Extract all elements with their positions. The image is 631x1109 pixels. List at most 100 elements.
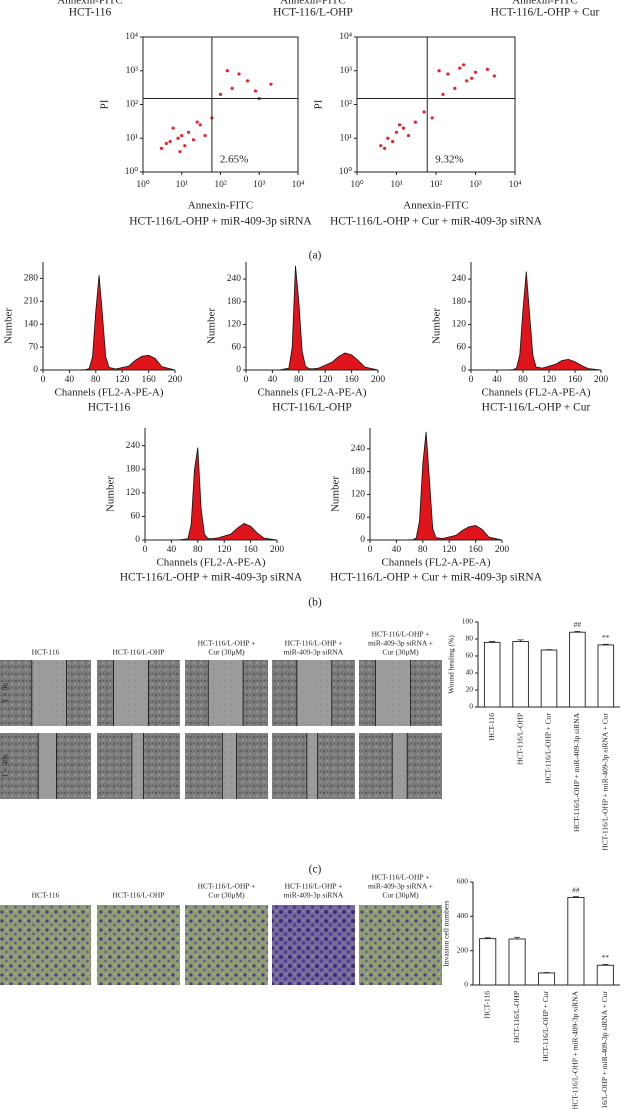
- column-header: HCT-116/L-OHP: [113, 891, 165, 900]
- column-header: Cur (30μM): [208, 891, 245, 900]
- y-tick-label: 0: [469, 702, 473, 711]
- column-header: HCT-116/L-OHP +: [372, 873, 430, 882]
- x-tick-label: 120: [442, 545, 457, 555]
- x-tick-label: 10⁴: [509, 180, 523, 190]
- dot: [198, 123, 202, 127]
- dot: [462, 63, 466, 67]
- y-tick-label: 0: [464, 980, 468, 989]
- x-tick-label: 80: [193, 545, 203, 555]
- x-tick-label: HCT-116/L-OHP + miR-409-3p siRNA: [572, 712, 581, 832]
- x-tick-label: 160: [141, 375, 156, 385]
- bar: [479, 938, 497, 986]
- panel-label: (a): [309, 250, 322, 262]
- y-axis-label: Number: [105, 476, 117, 512]
- y-tick-label: 60: [131, 512, 141, 522]
- x-axis-label: Annexin-FITC: [188, 200, 253, 212]
- wound-gap: [296, 660, 332, 726]
- panel-label: (b): [308, 597, 322, 609]
- error-bar: [517, 639, 524, 642]
- x-tick-label: HCT-116/L-OHP + miR-409-3p siRNA: [571, 990, 580, 1109]
- x-tick-label: 200: [168, 375, 183, 385]
- y-tick-label: 200: [457, 945, 469, 954]
- x-tick-label: 120: [318, 375, 333, 385]
- dot: [441, 92, 445, 96]
- y-axis-label: Number: [206, 308, 218, 344]
- x-tick-label: HCT-116/L-OHP + miR-409-3p siRNA + Cur: [601, 712, 610, 850]
- column-header: miR-409-3p siRNA +: [368, 639, 433, 648]
- wound-gap: [306, 733, 318, 799]
- x-tick-label: 0: [368, 545, 373, 555]
- x-tick-label: 40: [268, 375, 278, 385]
- dot: [422, 110, 426, 114]
- x-axis-label: Annexin-FITC: [280, 0, 345, 7]
- y-tick-label: 240: [227, 274, 242, 284]
- y-tick-label: 60: [457, 342, 467, 352]
- column-header: HCT-116/L-OHP +: [198, 639, 256, 648]
- x-tick-label: 200: [371, 375, 386, 385]
- y-tick-label: 10⁴: [125, 32, 139, 42]
- bar: [597, 644, 615, 708]
- dot: [164, 141, 168, 146]
- dot: [159, 146, 164, 151]
- y-tick-label: 20: [466, 685, 474, 694]
- column-header: Cur (30μM): [382, 648, 419, 657]
- y-tick-label: 240: [126, 441, 141, 451]
- caption: HCT-116/L-OHP + Cur + miR-409-3p siRNA: [330, 572, 543, 584]
- wound-gap: [392, 733, 408, 799]
- wound-gap: [375, 660, 411, 726]
- dot: [485, 67, 489, 71]
- histogram-area: [145, 447, 278, 541]
- significance: **: [602, 953, 610, 962]
- dot: [195, 120, 199, 124]
- histogram-area: [370, 431, 503, 541]
- micrograph: [359, 905, 442, 985]
- plot-frame: [356, 36, 516, 173]
- dot: [458, 66, 462, 70]
- y-tick-label: 60: [466, 651, 474, 660]
- error-bar: [572, 896, 579, 898]
- bar: [508, 938, 526, 986]
- x-tick-label: 10⁰: [136, 179, 150, 190]
- x-tick-label: 40: [492, 375, 502, 385]
- column-header: HCT-116/L-OHP: [113, 648, 165, 657]
- error-bar: [489, 641, 496, 643]
- y-tick-label: 60: [232, 342, 242, 352]
- x-tick-label: 10³: [253, 180, 266, 190]
- x-tick-label: 160: [468, 545, 483, 555]
- annotation: 9.32%: [435, 154, 463, 166]
- panel-label: (c): [309, 864, 322, 876]
- y-axis-label: Invasion cell numbers: [442, 900, 451, 966]
- x-tick-label: 200: [270, 545, 285, 555]
- x-tick-label: HCT-116: [482, 991, 491, 1019]
- column-header: miR-409-3p siRNA: [284, 648, 344, 657]
- dot: [470, 76, 474, 80]
- dot: [203, 133, 207, 138]
- histogram-area: [246, 265, 379, 371]
- y-axis-label: PI: [313, 99, 325, 109]
- dot: [218, 92, 223, 96]
- x-tick-label: HCT-116/L-OHP + Cur: [541, 991, 550, 1062]
- y-tick-label: 400: [457, 911, 469, 920]
- y-tick-label: 180: [452, 297, 467, 307]
- error-bar: [602, 964, 609, 966]
- wound-gap: [131, 733, 144, 799]
- dot: [237, 72, 241, 76]
- y-tick-label: 180: [126, 464, 141, 474]
- histogram-area: [43, 275, 176, 371]
- y-tick-label: 240: [351, 444, 366, 454]
- y-tick-label: 10⁰: [125, 166, 139, 177]
- dot: [186, 130, 191, 134]
- dot: [446, 72, 450, 76]
- wound-gap: [222, 733, 237, 799]
- micrograph: [185, 905, 268, 985]
- y-tick-label: 280: [24, 274, 39, 284]
- x-tick-label: 10⁰: [350, 179, 364, 190]
- bar: [567, 897, 585, 986]
- dot: [245, 79, 250, 83]
- y-tick-label: 210: [24, 296, 39, 306]
- caption: HCT-116/L-OHP + Cur: [491, 7, 600, 19]
- dot: [406, 133, 410, 138]
- x-tick-label: 0: [143, 545, 148, 555]
